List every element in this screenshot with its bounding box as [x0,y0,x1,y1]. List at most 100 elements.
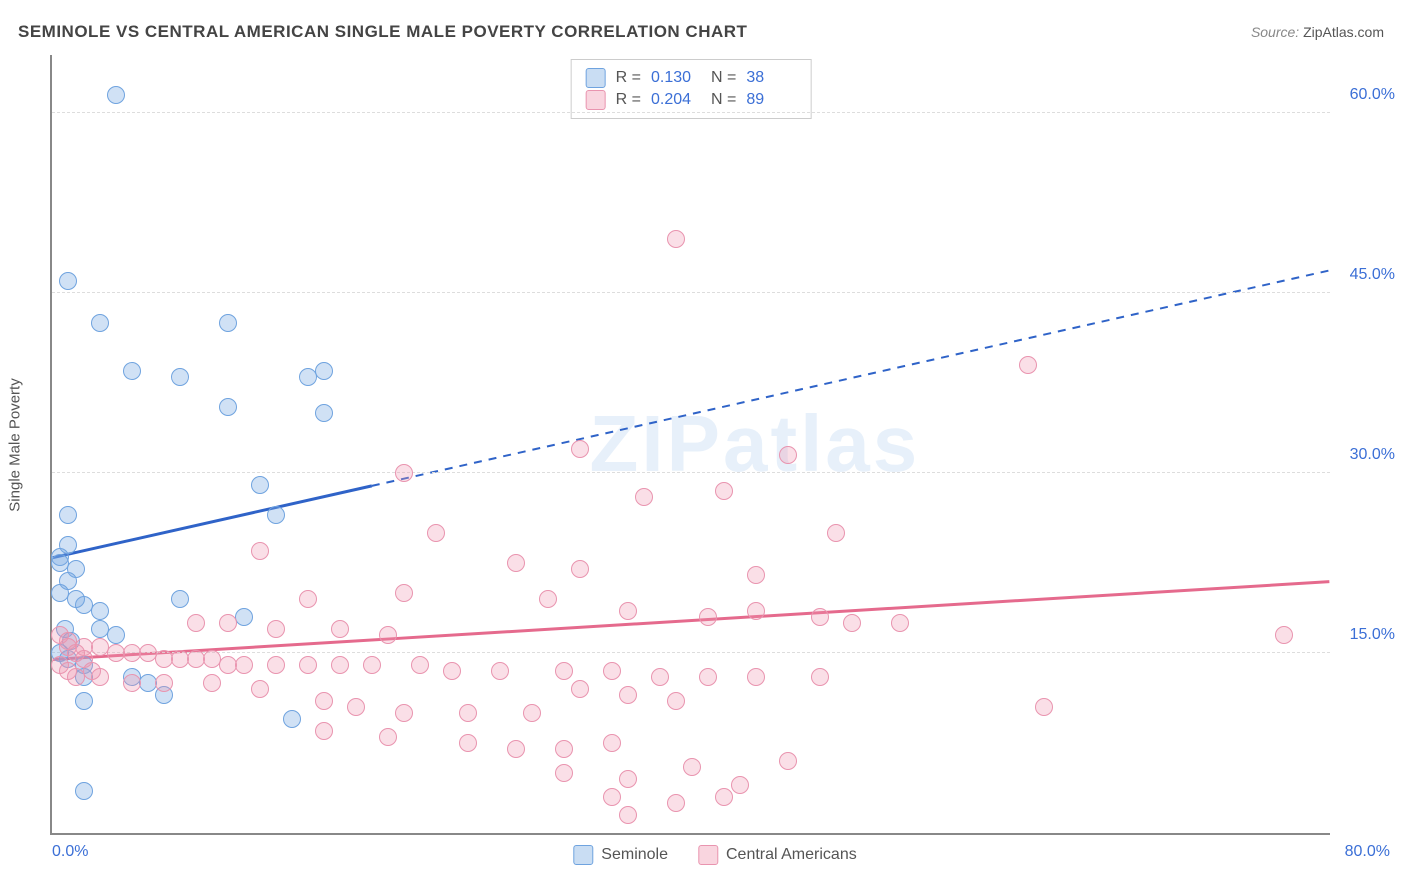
data-point [811,608,829,626]
data-point [459,704,477,722]
data-point [51,554,69,572]
data-point [395,704,413,722]
data-point [843,614,861,632]
stat-r-label: R = [616,69,641,87]
data-point [203,674,221,692]
trend-lines-svg [52,55,1330,833]
stat-r-label: R = [616,91,641,109]
data-point [635,488,653,506]
data-point [219,314,237,332]
data-point [171,590,189,608]
data-point [267,506,285,524]
stat-n-value: 38 [746,69,796,87]
data-point [251,680,269,698]
data-point [715,482,733,500]
source-value: ZipAtlas.com [1303,24,1384,40]
data-point [459,734,477,752]
data-point [779,752,797,770]
data-point [187,614,205,632]
data-point [235,608,253,626]
chart-title: SEMINOLE VS CENTRAL AMERICAN SINGLE MALE… [18,22,747,42]
data-point [347,698,365,716]
stat-n-label: N = [711,69,736,87]
stat-n-value: 89 [746,91,796,109]
data-point [91,602,109,620]
data-point [219,614,237,632]
data-point [603,788,621,806]
data-point [747,602,765,620]
data-point [507,740,525,758]
legend-swatch [573,845,593,865]
data-point [67,590,85,608]
data-point [603,734,621,752]
y-tick-label: 30.0% [1350,446,1395,464]
data-point [411,656,429,674]
data-point [427,524,445,542]
data-point [619,686,637,704]
data-point [715,788,733,806]
data-point [283,710,301,728]
data-point [235,656,253,674]
data-point [123,362,141,380]
data-point [395,464,413,482]
y-tick-label: 60.0% [1350,86,1395,104]
data-point [667,794,685,812]
data-point [171,368,189,386]
y-axis-label: Single Male Poverty [7,378,24,511]
data-point [1275,626,1293,644]
series-legend: SeminoleCentral Americans [573,845,856,865]
data-point [267,620,285,638]
gridline [52,652,1330,653]
data-point [619,770,637,788]
chart-container: Single Male Poverty ZIPatlas R =0.130N =… [50,55,1380,835]
stats-legend-box: R = 0.130 N = 38 R = 0.204 N = 89 [571,59,812,119]
legend-swatch [698,845,718,865]
data-point [667,230,685,248]
data-point [571,560,589,578]
data-point [123,674,141,692]
data-point [1035,698,1053,716]
data-point [379,728,397,746]
stats-row: R = 0.204 N = 89 [586,90,797,110]
data-point [827,524,845,542]
data-point [91,314,109,332]
data-point [443,662,461,680]
source-credit: Source: ZipAtlas.com [1251,24,1384,40]
data-point [683,758,701,776]
x-tick-label: 80.0% [1345,843,1390,861]
watermark: ZIPatlas [589,398,920,490]
data-point [555,764,573,782]
data-point [779,446,797,464]
data-point [107,86,125,104]
data-point [747,566,765,584]
data-point [667,692,685,710]
data-point [699,668,717,686]
stats-row: R = 0.130 N = 38 [586,68,797,88]
data-point [299,656,317,674]
data-point [539,590,557,608]
data-point [59,506,77,524]
data-point [747,668,765,686]
data-point [251,476,269,494]
stat-r-value: 0.130 [651,69,701,87]
data-point [619,806,637,824]
data-point [523,704,541,722]
stat-r-value: 0.204 [651,91,701,109]
data-point [75,692,93,710]
data-point [571,680,589,698]
data-point [395,584,413,602]
data-point [491,662,509,680]
data-point [891,614,909,632]
data-point [299,590,317,608]
data-point [1019,356,1037,374]
data-point [507,554,525,572]
y-tick-label: 15.0% [1350,626,1395,644]
data-point [363,656,381,674]
data-point [107,626,125,644]
legend-swatch [586,68,606,88]
data-point [571,440,589,458]
legend-swatch [586,90,606,110]
stat-n-label: N = [711,91,736,109]
gridline [52,472,1330,473]
gridline [52,292,1330,293]
